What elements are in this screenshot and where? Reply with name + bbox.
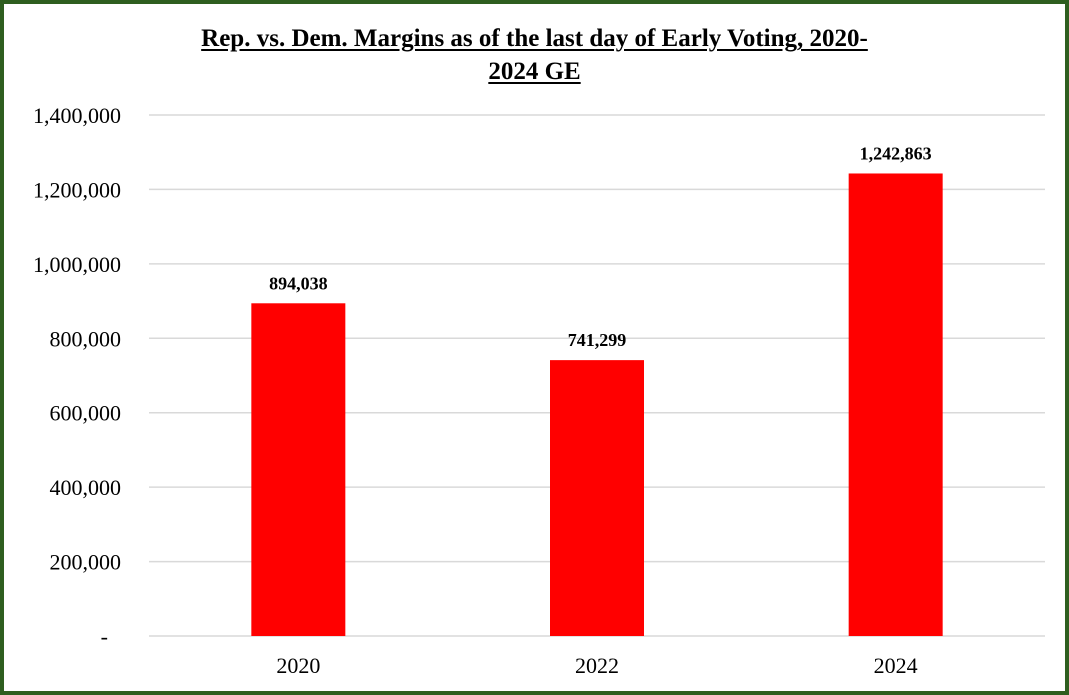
y-tick-label: 400,000	[50, 475, 122, 500]
bar-2022	[550, 360, 644, 636]
y-tick-label: 1,200,000	[33, 177, 121, 202]
x-tick-label-2022: 2022	[575, 653, 619, 678]
bars	[251, 173, 943, 636]
chart-title-line-1: Rep. vs. Dem. Margins as of the last day…	[201, 25, 868, 52]
y-axis-tick-labels: - 200,000 400,000 600,000 800,000 1,000,000 1,…	[33, 103, 121, 649]
y-tick-label: 800,000	[50, 326, 122, 351]
y-tick-label: 1,400,000	[33, 103, 121, 128]
y-tick-label: 200,000	[50, 550, 122, 575]
x-tick-label-2020: 2020	[276, 653, 320, 678]
chart-title: Rep. vs. Dem. Margins as of the last day…	[100, 22, 969, 88]
x-tick-label-2024: 2024	[874, 653, 918, 678]
bar-2020	[251, 303, 346, 636]
x-axis-tick-labels: 2020 2022 2024	[276, 653, 917, 678]
data-label-2020: 894,038	[269, 273, 328, 293]
y-tick-label: 600,000	[50, 401, 122, 426]
y-tick-label: -	[101, 624, 108, 649]
chart-title-line-2: 2024 GE	[488, 58, 581, 85]
bar-2024	[848, 173, 943, 636]
data-label-2022: 741,299	[568, 330, 627, 350]
data-label-2024: 1,242,863	[860, 143, 932, 163]
y-tick-label: 1,000,000	[33, 252, 121, 277]
data-labels: 894,038 741,299 1,242,863	[269, 143, 932, 350]
